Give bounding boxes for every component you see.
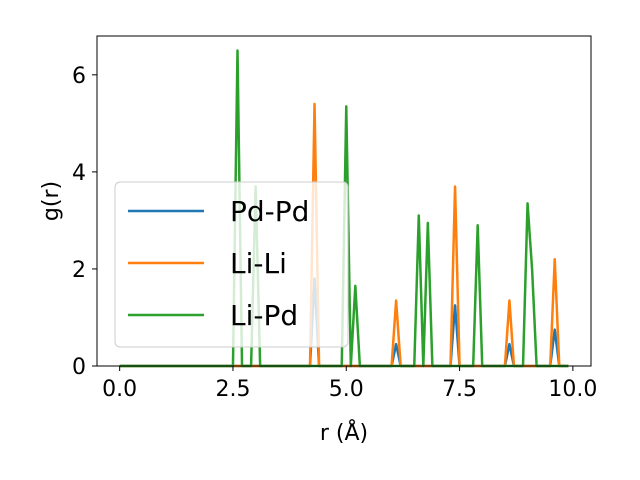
legend-label: Li-Li bbox=[230, 247, 287, 280]
axes-frame bbox=[96, 35, 592, 367]
x-axis-label: r (Å) bbox=[320, 419, 368, 446]
y-tick-label: 0 bbox=[72, 355, 86, 380]
legend-box bbox=[114, 181, 349, 348]
y-tick-label: 6 bbox=[72, 64, 86, 89]
legend-label: Pd-Pd bbox=[230, 195, 309, 228]
x-tick-label: 7.5 bbox=[442, 377, 477, 402]
x-tick-label: 2.5 bbox=[215, 377, 250, 402]
y-tick-label: 4 bbox=[72, 161, 86, 186]
legend-label: Li-Pd bbox=[230, 299, 298, 332]
x-tick-label: 10.0 bbox=[548, 377, 597, 402]
legend: Pd-Pd Li-Li Li-Pd bbox=[114, 181, 349, 348]
x-axis-ticks: 0.0 2.5 5.0 7.5 10.0 bbox=[102, 366, 597, 402]
y-axis-ticks: 0 2 4 6 bbox=[72, 64, 97, 380]
x-tick-label: 5.0 bbox=[329, 377, 364, 402]
y-axis-label: g(r) bbox=[39, 181, 64, 221]
y-tick-label: 2 bbox=[72, 258, 86, 283]
x-tick-label: 0.0 bbox=[102, 377, 137, 402]
